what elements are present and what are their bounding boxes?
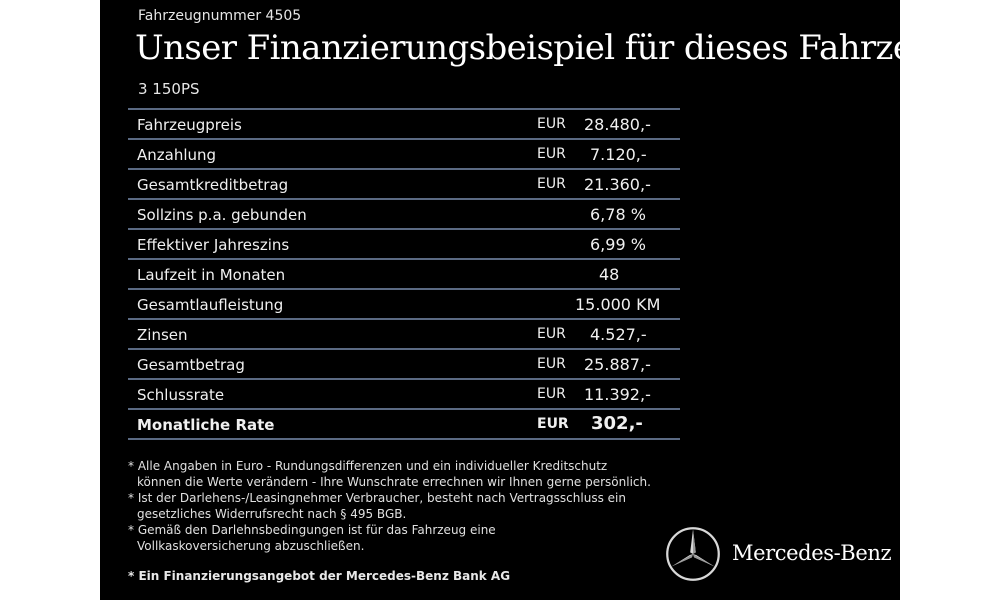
vehicle-subtitle: 3 150PS — [138, 80, 200, 98]
page-title: Unser Finanzierungsbeispiel für dieses F… — [135, 28, 982, 68]
row-value: 28.480,- — [584, 115, 651, 134]
row-label: Schlussrate — [137, 386, 225, 404]
table-row: Sollzins p.a. gebunden 6,78 % — [128, 200, 680, 230]
row-currency: EUR — [537, 326, 566, 342]
row-label: Gesamtbetrag — [137, 356, 245, 374]
mercedes-star-icon — [666, 527, 720, 581]
row-value: 21.360,- — [584, 175, 651, 194]
row-value: 302,- — [591, 413, 643, 434]
footnote-line: gesetzliches Widerrufsrecht nach § 495 B… — [137, 507, 407, 521]
table-row: Gesamtkreditbetrag EUR 21.360,- — [128, 170, 680, 200]
footnote-line: Vollkaskoversicherung abzuschließen. — [137, 539, 365, 553]
row-currency: EUR — [537, 146, 566, 162]
row-value: 6,99 % — [590, 235, 646, 254]
footnote-line: * Ist der Darlehens-/Leasingnehmer Verbr… — [128, 491, 626, 505]
table-row: Effektiver Jahreszins 6,99 % — [128, 230, 680, 260]
vehicle-number: Fahrzeugnummer 4505 — [138, 8, 302, 24]
table-row: Schlussrate EUR 11.392,- — [128, 380, 680, 410]
footnote-line: können die Werte verändern - Ihre Wunsch… — [137, 475, 651, 489]
row-currency: EUR — [537, 356, 566, 372]
footnote-line: * Alle Angaben in Euro - Rundungsdiffere… — [128, 459, 608, 473]
footnotes: * Alle Angaben in Euro - Rundungsdiffere… — [128, 458, 708, 554]
financing-table: Fahrzeugpreis EUR 28.480,- Anzahlung EUR… — [128, 108, 680, 440]
row-currency: EUR — [537, 176, 566, 192]
row-currency: EUR — [537, 116, 566, 132]
row-label: Laufzeit in Monaten — [137, 266, 286, 284]
table-row: Zinsen EUR 4.527,- — [128, 320, 680, 350]
footnote-line: * Gemäß den Darlehnsbedingungen ist für … — [128, 523, 496, 537]
row-value: 48 — [599, 265, 620, 284]
row-label: Anzahlung — [137, 146, 217, 164]
row-label: Effektiver Jahreszins — [137, 236, 290, 254]
table-row: Gesamtlaufleistung 15.000 KM — [128, 290, 680, 320]
row-value: 6,78 % — [590, 205, 646, 224]
offer-panel: Fahrzeugnummer 4505 Unser Finanzierungsb… — [100, 0, 982, 600]
table-row: Fahrzeugpreis EUR 28.480,- — [128, 110, 680, 140]
table-row: Anzahlung EUR 7.120,- — [128, 140, 680, 170]
table-row-monthly-rate: Monatliche Rate EUR 302,- — [128, 410, 680, 440]
table-row: Laufzeit in Monaten 48 — [128, 260, 680, 290]
row-value: 25.887,- — [584, 355, 651, 374]
row-currency: EUR — [537, 386, 566, 402]
brand-name: Mercedes-Benz — [732, 541, 892, 565]
row-value: 7.120,- — [590, 145, 647, 164]
row-value: 15.000 KM — [575, 295, 661, 314]
bank-note: * Ein Finanzierungsangebot der Mercedes-… — [128, 569, 511, 583]
row-currency: EUR — [537, 416, 569, 432]
row-label: Gesamtlaufleistung — [137, 296, 284, 314]
table-row: Gesamtbetrag EUR 25.887,- — [128, 350, 680, 380]
row-value: 11.392,- — [584, 385, 651, 404]
row-label: Sollzins p.a. gebunden — [137, 206, 307, 224]
row-label: Fahrzeugpreis — [137, 116, 242, 134]
row-value: 4.527,- — [590, 325, 647, 344]
row-label: Gesamtkreditbetrag — [137, 176, 289, 194]
row-label: Zinsen — [137, 326, 188, 344]
row-label: Monatliche Rate — [137, 416, 275, 434]
